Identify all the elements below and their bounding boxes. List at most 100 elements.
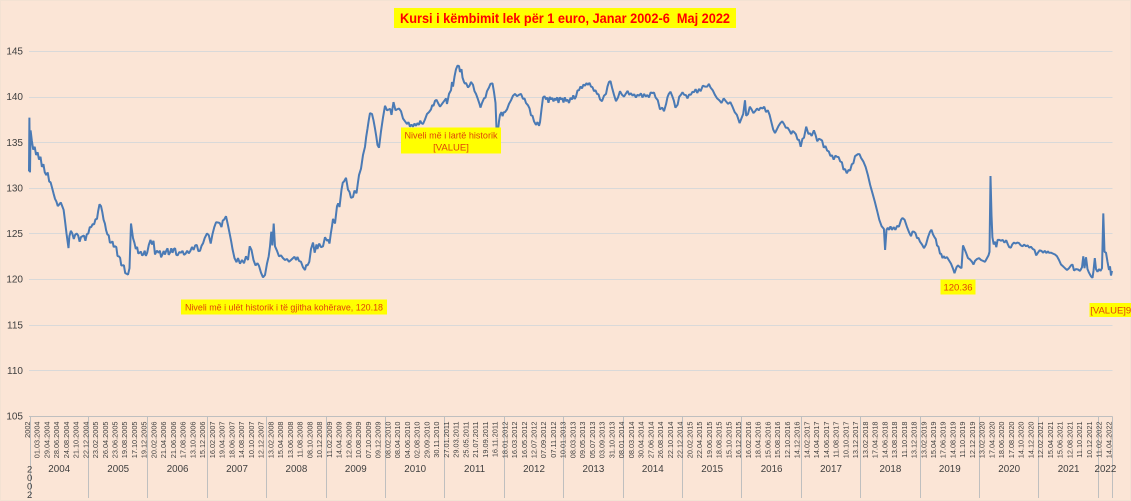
svg-text:11.02.2009: 11.02.2009 — [325, 422, 334, 458]
svg-text:14.04.2009: 14.04.2009 — [335, 422, 344, 459]
svg-text:Niveli më i lartë historik: Niveli më i lartë historik — [405, 131, 498, 142]
svg-text:10.10.2017: 10.10.2017 — [841, 422, 850, 459]
svg-text:[VALUE]: [VALUE] — [433, 143, 469, 154]
svg-text:12.06.2009: 12.06.2009 — [344, 422, 353, 459]
svg-text:22.12.2014: 22.12.2014 — [676, 422, 685, 459]
svg-text:2015: 2015 — [701, 464, 723, 475]
svg-text:Kursi i këmbimit lek për 1 eur: Kursi i këmbimit lek për 1 euro, Janar 2… — [400, 10, 730, 26]
svg-text:13.12.2018: 13.12.2018 — [910, 422, 919, 459]
svg-text:120: 120 — [6, 275, 23, 286]
svg-text:22.04.2015: 22.04.2015 — [695, 422, 704, 459]
svg-text:24.08.2004: 24.08.2004 — [62, 422, 71, 459]
svg-text:2019: 2019 — [939, 464, 961, 475]
svg-text:15.06.2016: 15.06.2016 — [763, 422, 772, 459]
svg-text:08.10.2008: 08.10.2008 — [305, 422, 314, 459]
svg-text:10.08.2009: 10.08.2009 — [354, 422, 363, 459]
svg-text:10.01.2013: 10.01.2013 — [559, 422, 568, 459]
svg-text:12.02.2021: 12.02.2021 — [1036, 422, 1045, 459]
svg-text:2012: 2012 — [523, 464, 545, 475]
svg-text:13.02.2019: 13.02.2019 — [919, 422, 928, 459]
svg-text:14.04.2022: 14.04.2022 — [1104, 422, 1113, 459]
svg-text:07.11.2012: 07.11.2012 — [549, 422, 558, 458]
svg-text:20.02.2015: 20.02.2015 — [685, 422, 694, 459]
svg-text:130: 130 — [6, 184, 23, 195]
svg-text:2004: 2004 — [48, 464, 70, 475]
svg-text:2005: 2005 — [107, 464, 129, 475]
svg-text:17.08.2020: 17.08.2020 — [1007, 422, 1016, 459]
svg-text:12.08.2021: 12.08.2021 — [1065, 422, 1074, 459]
svg-text:13.10.2006: 13.10.2006 — [189, 422, 198, 459]
svg-text:14.02.2017: 14.02.2017 — [802, 422, 811, 459]
svg-text:14.10.2020: 14.10.2020 — [1017, 422, 1026, 459]
svg-text:18.01.2012: 18.01.2012 — [500, 422, 509, 459]
svg-text:10.12.2021: 10.12.2021 — [1085, 422, 1094, 459]
svg-text:07.10.2009: 07.10.2009 — [364, 422, 373, 459]
svg-text:19.04.2007: 19.04.2007 — [218, 422, 227, 459]
svg-text:20.02.2006: 20.02.2006 — [150, 422, 159, 459]
svg-text:14.06.2017: 14.06.2017 — [822, 422, 831, 459]
svg-text:07.09.2012: 07.09.2012 — [539, 422, 548, 459]
svg-text:15.10.2015: 15.10.2015 — [724, 422, 733, 459]
svg-text:12.10.2016: 12.10.2016 — [783, 422, 792, 459]
svg-text:18.06.2020: 18.06.2020 — [997, 422, 1006, 459]
svg-text:11.08.2017: 11.08.2017 — [832, 422, 841, 458]
svg-text:14.08.2019: 14.08.2019 — [949, 422, 958, 459]
svg-text:17.10.2005: 17.10.2005 — [130, 422, 139, 459]
svg-text:2011: 2011 — [464, 464, 485, 475]
svg-text:01.03.2004: 01.03.2004 — [33, 422, 42, 459]
svg-text:02.08.2010: 02.08.2010 — [413, 422, 422, 459]
svg-text:12.12.2019: 12.12.2019 — [968, 422, 977, 459]
svg-text:18.08.2015: 18.08.2015 — [715, 422, 724, 459]
svg-text:2020: 2020 — [998, 464, 1020, 475]
svg-text:15.04.2021: 15.04.2021 — [1046, 422, 1055, 459]
svg-text:2010: 2010 — [404, 464, 426, 475]
svg-text:10.10.2007: 10.10.2007 — [247, 422, 256, 459]
svg-text:105: 105 — [6, 412, 23, 423]
svg-text:17.06.2019: 17.06.2019 — [939, 422, 948, 459]
svg-text:15.08.2016: 15.08.2016 — [773, 422, 782, 459]
svg-text:2014: 2014 — [642, 464, 664, 475]
svg-text:120.36: 120.36 — [943, 283, 972, 294]
svg-text:15.04.2008: 15.04.2008 — [276, 422, 285, 459]
svg-text:19.08.2005: 19.08.2005 — [120, 422, 129, 459]
svg-text:2002: 2002 — [23, 422, 32, 438]
svg-text:16.05.2012: 16.05.2012 — [520, 422, 529, 459]
svg-text:13.08.2018: 13.08.2018 — [890, 422, 899, 459]
svg-text:19.09.2011: 19.09.2011 — [481, 422, 490, 458]
svg-text:14.12.2016: 14.12.2016 — [793, 422, 802, 459]
svg-text:2018: 2018 — [880, 464, 902, 475]
svg-text:26.04.2005: 26.04.2005 — [101, 422, 110, 459]
svg-text:16.03.2012: 16.03.2012 — [510, 422, 519, 459]
svg-text:17.04.2020: 17.04.2020 — [988, 422, 997, 459]
svg-text:115: 115 — [7, 320, 23, 331]
svg-text:27.06.2014: 27.06.2014 — [646, 422, 655, 459]
svg-text:15.12.2006: 15.12.2006 — [198, 422, 207, 459]
svg-text:12.12.2007: 12.12.2007 — [257, 422, 266, 459]
svg-text:16.02.2007: 16.02.2007 — [208, 422, 217, 459]
svg-text:29.03.2011: 29.03.2011 — [452, 422, 461, 458]
svg-text:10.12.2008: 10.12.2008 — [315, 422, 324, 459]
svg-text:14.06.2018: 14.06.2018 — [880, 422, 889, 459]
svg-text:16.12.2015: 16.12.2015 — [734, 422, 743, 459]
svg-text:15.04.2019: 15.04.2019 — [929, 422, 938, 459]
svg-text:19.06.2015: 19.06.2015 — [705, 422, 714, 459]
svg-text:04.06.2010: 04.06.2010 — [403, 422, 412, 459]
svg-text:11.10.2021: 11.10.2021 — [1075, 422, 1084, 458]
svg-text:2008: 2008 — [286, 464, 308, 475]
svg-text:13.02.2008: 13.02.2008 — [266, 422, 275, 459]
svg-text:13.12.2017: 13.12.2017 — [851, 422, 860, 459]
svg-text:23.06.2005: 23.06.2005 — [111, 422, 120, 459]
svg-text:11.10.2018: 11.10.2018 — [900, 422, 909, 458]
svg-text:2022: 2022 — [1095, 464, 1117, 475]
svg-text:11.08.2008: 11.08.2008 — [296, 422, 305, 458]
svg-text:28.06.2004: 28.06.2004 — [52, 422, 61, 459]
svg-text:05.07.2013: 05.07.2013 — [588, 422, 597, 459]
svg-text:19.12.2005: 19.12.2005 — [140, 422, 149, 459]
svg-text:11.10.2019: 11.10.2019 — [958, 422, 967, 458]
svg-text:13.02.2020: 13.02.2020 — [978, 422, 987, 459]
svg-text:14.08.2007: 14.08.2007 — [237, 422, 246, 459]
svg-text:31.10.2013: 31.10.2013 — [607, 422, 616, 459]
svg-text:13.06.2008: 13.06.2008 — [286, 422, 295, 459]
svg-text:12.07.2012: 12.07.2012 — [530, 422, 539, 459]
svg-text:0: 0 — [27, 473, 32, 484]
